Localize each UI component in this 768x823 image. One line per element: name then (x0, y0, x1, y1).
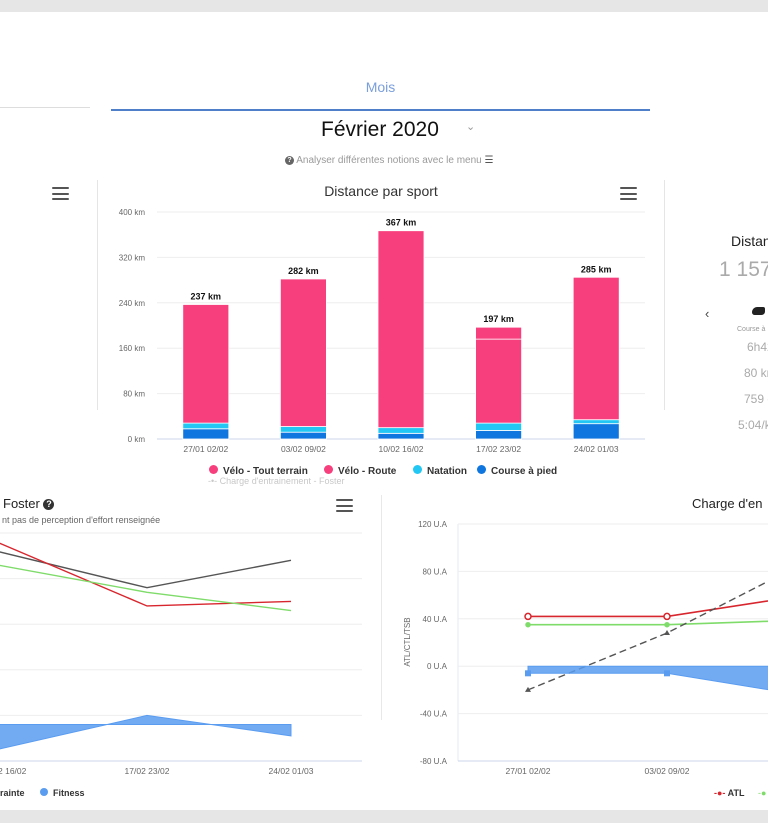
prev-arrow-icon[interactable]: ‹ (705, 306, 710, 321)
tsb-area (527, 665, 768, 691)
data-point (664, 630, 670, 636)
legend-item-route[interactable]: Vélo - Route (324, 465, 396, 477)
legend-dot-icon (413, 465, 422, 474)
x-tick-label: 17/02 23/02 (476, 444, 521, 454)
y-tick-label: 320 km (119, 253, 146, 262)
x-tick-label: 27/01 02/02 (506, 766, 551, 776)
data-point (663, 612, 671, 621)
foster-legend-fitness[interactable]: Fitness (40, 788, 85, 798)
data-point (525, 686, 531, 692)
series-line (528, 620, 768, 626)
data-point (525, 670, 531, 677)
stat-distance: 80 kr (744, 366, 768, 380)
period-selector[interactable]: Février 2020 ⌄ (300, 118, 490, 142)
help-icon[interactable]: ? (285, 156, 294, 165)
bar-total-label: 237 km (191, 292, 222, 302)
foster-chart-menu-button[interactable] (336, 499, 353, 512)
data-point (664, 621, 670, 628)
bar-chart-title: Distance par sport (324, 183, 438, 199)
legend-dot-icon (324, 465, 333, 474)
y-tick-label: 120 U.A (418, 520, 448, 529)
legend-item-vtt[interactable]: Vélo - Tout terrain (209, 465, 308, 477)
x-tick-label: 17/02 23/02 (125, 766, 170, 776)
data-point (664, 670, 670, 677)
x-tick-label: 03/02 09/02 (281, 444, 326, 454)
bar-segment (182, 304, 230, 424)
stat-pace: 5:04/k (738, 418, 768, 432)
y-axis-title: ATL/CTL/TSB (403, 617, 412, 666)
y-tick-label: -40 U.A (420, 710, 448, 719)
series-line (0, 542, 292, 607)
x-tick-label: 24/02 01/03 (574, 444, 619, 454)
series-line (528, 600, 768, 618)
bar-total-label: 197 km (483, 314, 514, 324)
period-title: Février 2020 (321, 118, 439, 141)
running-shoe-icon (752, 307, 765, 315)
legend-line-icon: -•- (208, 476, 218, 486)
chevron-down-icon[interactable]: ⌄ (466, 121, 476, 133)
y-tick-label: 80 U.A (423, 567, 448, 576)
panel-divider (97, 180, 98, 410)
foster-chart-title: Foster ? (3, 496, 55, 511)
bar-segment (475, 326, 523, 340)
legend-dot-icon (40, 788, 48, 796)
stat-calories: 759 c (744, 392, 768, 406)
legend-item-foster[interactable]: -•- Charge d'entrainement - Foster (208, 476, 345, 486)
side-panel-total: 1 157 (719, 258, 768, 281)
legend-line-icon: -●- (714, 788, 726, 798)
y-tick-label: 0 U.A (427, 662, 448, 671)
tab-mois-label: Mois (365, 79, 396, 95)
tab-underline-inactive (0, 107, 90, 108)
bar-segment (475, 338, 523, 424)
x-tick-label: 03/02 09/02 (645, 766, 690, 776)
panel-divider (381, 495, 382, 720)
charge-legend-atl[interactable]: -●- ATL (714, 788, 745, 798)
charge-chart-title: Charge d'en (692, 496, 763, 511)
x-tick-label: 2 16/02 (0, 766, 27, 776)
legend-item-natation[interactable]: Natation (413, 465, 467, 477)
legend-item-course[interactable]: Course à pied (477, 465, 557, 477)
x-tick-label: 10/02 16/02 (379, 444, 424, 454)
y-tick-label: -80 U.A (420, 757, 448, 766)
side-panel: Distan 1 157 ‹ Course à 6h42 80 kr 759 c… (665, 180, 768, 440)
tab-mois[interactable]: Mois (111, 79, 650, 111)
y-tick-label: 0 km (128, 435, 146, 444)
sport-label: Course à (737, 326, 766, 333)
bar-total-label: 367 km (386, 218, 417, 228)
y-tick-label: 400 km (119, 208, 146, 217)
x-tick-label: 27/01 02/02 (183, 444, 228, 454)
series-line (0, 564, 292, 612)
data-point (525, 621, 531, 628)
menu-icon: ☰ (484, 155, 494, 166)
fitness-area (0, 714, 292, 750)
y-tick-label: 80 km (123, 390, 145, 399)
y-tick-label: 40 U.A (423, 615, 448, 624)
charge-legend-ctl[interactable]: -● (758, 788, 767, 798)
panel-divider (664, 180, 665, 410)
help-icon[interactable]: ? (43, 499, 55, 510)
period-hint: ? Analyser différentes notions avec le m… (285, 155, 493, 166)
foster-legend-item[interactable]: rainte (0, 788, 25, 798)
bar-segment (572, 276, 620, 421)
y-tick-label: 240 km (119, 299, 146, 308)
bar-total-label: 285 km (581, 264, 612, 274)
x-tick-label: 24/02 01/03 (269, 766, 314, 776)
bar-segment (279, 278, 327, 427)
legend-dot-icon (209, 465, 218, 474)
bar-total-label: 282 km (288, 266, 319, 276)
side-panel-title: Distan (731, 233, 768, 249)
bar-segment (377, 230, 425, 429)
left-panel-menu-button[interactable] (52, 187, 69, 200)
bar-chart-menu-button[interactable] (620, 187, 637, 200)
foster-chart-subtitle: nt pas de perception d'effort renseignée (2, 515, 161, 525)
data-point (524, 612, 532, 621)
y-tick-label: 160 km (119, 344, 146, 353)
legend-dot-icon (477, 465, 486, 474)
stat-duration: 6h42 (747, 340, 768, 354)
